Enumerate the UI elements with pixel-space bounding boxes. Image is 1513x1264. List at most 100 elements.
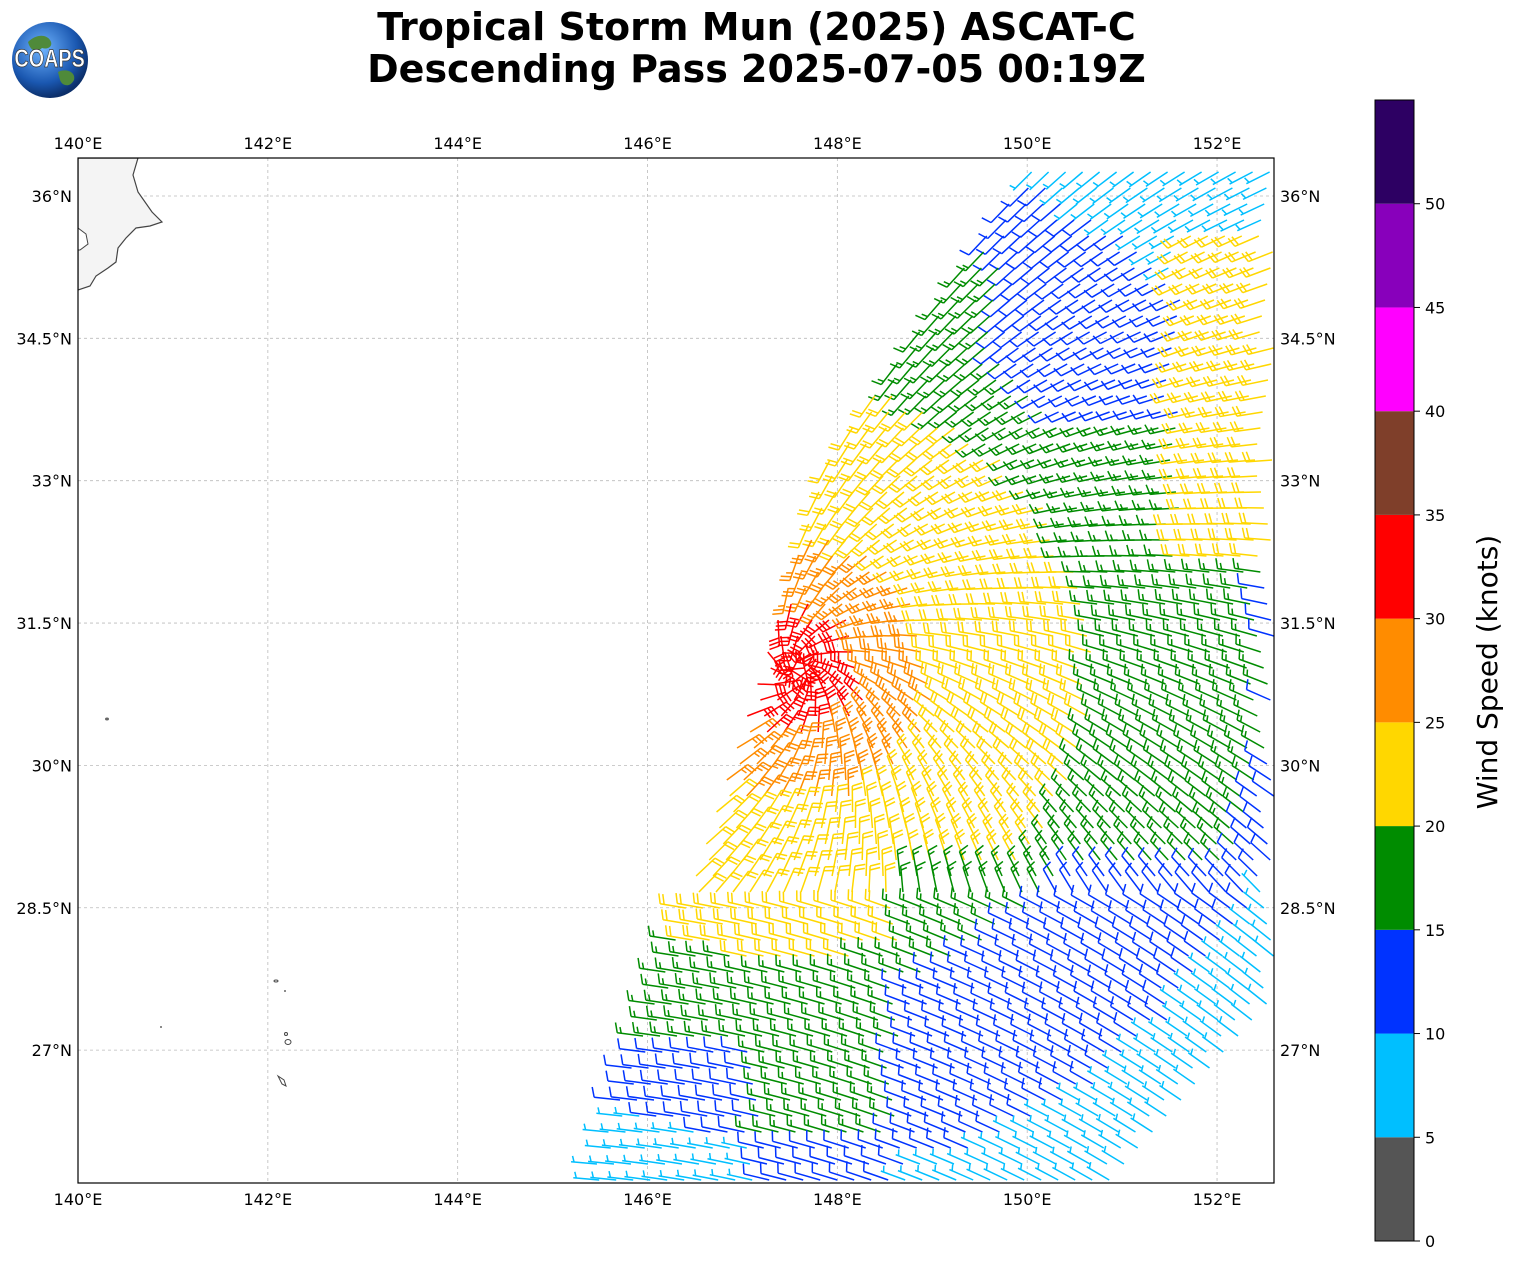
wind-barb xyxy=(1162,315,1195,327)
wind-barb xyxy=(989,998,1015,1021)
wind-barb xyxy=(760,971,788,989)
wind-barb xyxy=(733,792,762,813)
wind-barb xyxy=(1109,1097,1133,1117)
wind-barb xyxy=(645,1101,674,1117)
wind-barb xyxy=(656,1154,683,1165)
wind-barb xyxy=(998,1147,1023,1165)
wind-barb xyxy=(695,857,725,877)
wind-barb xyxy=(1110,678,1135,701)
colorbar-bin xyxy=(1375,203,1414,308)
wind-barb xyxy=(1092,738,1115,765)
wind-barb xyxy=(650,1122,677,1133)
wind-barb xyxy=(1017,1163,1042,1181)
wind-barb xyxy=(969,363,1000,381)
wind-barb xyxy=(1025,737,1047,765)
wind-barb xyxy=(1085,648,1111,669)
wind-barb xyxy=(1144,424,1176,435)
wind-barb xyxy=(834,783,849,813)
wind-barb xyxy=(749,1003,776,1021)
wind-barb xyxy=(815,1081,842,1101)
wind-barb xyxy=(1204,952,1227,973)
wind-barb xyxy=(887,475,918,493)
wind-barb xyxy=(654,957,683,973)
wind-barb xyxy=(787,724,811,749)
wind-barb xyxy=(1022,605,1051,621)
wind-barb xyxy=(1095,560,1125,573)
wind-barb xyxy=(1244,171,1270,185)
wind-barb xyxy=(1136,1049,1159,1069)
wind-barb xyxy=(1218,219,1245,232)
wind-barb xyxy=(1171,361,1204,373)
wind-barb xyxy=(734,1115,762,1133)
wind-barb xyxy=(620,1054,649,1069)
wind-barb xyxy=(975,235,1005,255)
wind-barb xyxy=(864,523,895,541)
wind-barb xyxy=(1058,737,1081,765)
wind-barb xyxy=(749,869,775,893)
wind-barb xyxy=(900,379,929,400)
colorbar-tick-label: 50 xyxy=(1425,195,1445,214)
wind-barb xyxy=(1214,406,1246,418)
wind-barb xyxy=(1206,724,1231,749)
wind-barb xyxy=(1247,618,1274,637)
wind-barb xyxy=(817,631,850,644)
wind-barb xyxy=(993,797,1010,829)
wind-barb xyxy=(1021,663,1047,685)
wind-barb xyxy=(1051,648,1077,669)
wind-barb xyxy=(912,951,938,973)
wind-barb xyxy=(1238,648,1264,669)
wind-barb xyxy=(886,1000,913,1021)
wind-barb xyxy=(1062,502,1094,513)
wind-barb xyxy=(861,600,894,612)
wind-barb xyxy=(1245,983,1268,1005)
wind-barb xyxy=(1059,235,1090,253)
wind-barb xyxy=(1149,931,1172,957)
wind-barb xyxy=(957,491,990,503)
wind-barb xyxy=(1167,1032,1190,1053)
wind-barb xyxy=(1083,830,1101,861)
wind-barb xyxy=(1121,1065,1145,1085)
wind-barb xyxy=(1124,440,1156,451)
wind-barb xyxy=(1050,707,1074,733)
wind-barb xyxy=(1204,847,1224,877)
wind-barb xyxy=(746,987,774,1005)
wind-barb xyxy=(892,1032,918,1053)
wind-barb xyxy=(1029,1130,1054,1149)
wind-barb xyxy=(1004,475,1037,486)
wind-barb xyxy=(1089,187,1114,205)
wind-barb xyxy=(1089,441,1122,452)
wind-barb xyxy=(1055,1082,1080,1101)
wind-barb xyxy=(1215,919,1238,941)
wind-barb xyxy=(1197,406,1229,418)
wind-barb xyxy=(845,1161,872,1181)
wind-barb xyxy=(1174,345,1206,357)
wind-barb xyxy=(856,443,884,465)
wind-barb xyxy=(658,1169,685,1181)
lon-tick-label-bottom: 142°E xyxy=(244,1190,293,1209)
wind-barb xyxy=(1088,846,1105,877)
wind-barb xyxy=(1180,558,1210,573)
wind-barb xyxy=(886,702,904,733)
wind-barb xyxy=(1000,648,1026,669)
wind-barb xyxy=(877,1144,904,1165)
wind-barb xyxy=(995,1030,1020,1053)
wind-barb xyxy=(1143,544,1173,557)
wind-barb xyxy=(1067,516,1098,528)
wind-barb xyxy=(802,523,827,548)
wind-barb xyxy=(1109,738,1132,765)
wind-barb xyxy=(1178,422,1210,434)
wind-barb xyxy=(1139,723,1163,749)
wind-barb xyxy=(1126,1097,1150,1117)
wind-barb xyxy=(985,829,999,861)
wind-barb xyxy=(960,411,992,427)
wind-barb xyxy=(1191,882,1214,909)
wind-barb xyxy=(1060,619,1088,637)
wind-barb xyxy=(1166,931,1189,957)
wind-barb xyxy=(955,347,985,366)
wind-barb xyxy=(1188,785,1211,813)
wind-barb xyxy=(1041,997,1066,1021)
wind-barb xyxy=(1235,219,1262,232)
wind-barb xyxy=(1165,299,1198,311)
wind-barb xyxy=(953,903,979,925)
wind-barb xyxy=(979,691,1003,717)
